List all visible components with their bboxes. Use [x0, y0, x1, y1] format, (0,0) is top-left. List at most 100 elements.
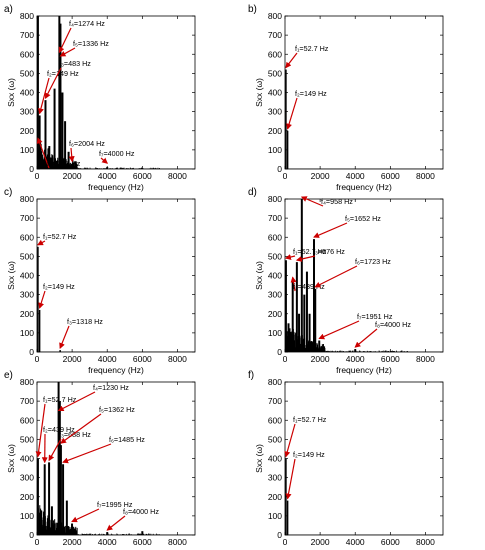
annotation-label: f₈=4000 Hz	[123, 507, 159, 516]
y-tick-label: 800	[268, 194, 282, 204]
annotation-label: f₂=149 Hz	[43, 282, 75, 291]
y-tick-label: 300	[268, 107, 282, 117]
y-tick-label: 400	[20, 88, 34, 98]
panel-label: d)	[248, 187, 257, 198]
x-axis-label: frequency (Hz)	[336, 182, 392, 192]
x-tick-label: 6000	[381, 354, 400, 364]
x-tick-label: 2000	[311, 171, 330, 181]
y-tick-label: 0	[277, 164, 282, 174]
y-axis-label: Sxx (ω)	[6, 444, 16, 473]
annotation-label: f₄=958 Hz	[321, 197, 353, 206]
annotation-label: f₂=149 Hz	[47, 69, 79, 78]
annotation-arrow	[314, 265, 358, 288]
y-tick-label: 200	[268, 492, 282, 502]
annotation-label: f₁=52.7 Hz	[43, 395, 77, 404]
y-tick-label: 500	[268, 434, 282, 444]
y-tick-label: 200	[20, 492, 34, 502]
y-tick-label: 0	[29, 530, 34, 540]
x-axis-label: frequency (Hz)	[88, 182, 144, 192]
y-tick-label: 700	[268, 30, 282, 40]
annotation-label: f₃=483 Hz	[59, 59, 91, 68]
annotation-label: f₅=1652 Hz	[345, 214, 381, 223]
x-tick-label: 0	[283, 354, 288, 364]
annotation-arrow	[44, 67, 62, 100]
annotation-label: f₁=52.7 Hz	[47, 159, 81, 168]
axes-frame	[36, 198, 196, 353]
annotation-arrow	[60, 413, 102, 444]
y-tick-label: 100	[268, 145, 282, 155]
annotation-label: f₈=4000 Hz	[375, 320, 411, 329]
y-tick-label: 400	[20, 454, 34, 464]
x-tick-label: 8000	[168, 537, 187, 547]
spectrum-series	[37, 16, 195, 169]
y-tick-label: 400	[268, 88, 282, 98]
annotation-arrow	[100, 157, 108, 164]
annotation-arrow	[36, 137, 50, 169]
annotation-arrow	[300, 196, 324, 207]
annotation-arrow	[35, 403, 46, 458]
y-tick-label: 400	[20, 271, 34, 281]
y-tick-label: 0	[29, 164, 34, 174]
y-tick-label: 800	[20, 377, 34, 387]
annotation-label: f₇=1951 Hz	[357, 312, 393, 321]
y-tick-label: 200	[20, 126, 34, 136]
x-tick-label: 4000	[346, 171, 365, 181]
x-tick-label: 4000	[98, 537, 117, 547]
x-tick-label: 8000	[416, 354, 435, 364]
y-axis-label: Sxx (ω)	[254, 444, 264, 473]
y-tick-label: 300	[268, 473, 282, 483]
y-tick-label: 100	[268, 511, 282, 521]
annotation-label: f₃=1318 Hz	[67, 317, 103, 326]
y-tick-label: 800	[20, 194, 34, 204]
x-tick-label: 8000	[416, 171, 435, 181]
annotation-arrow	[57, 391, 96, 412]
y-tick-label: 200	[268, 309, 282, 319]
x-tick-label: 8000	[416, 537, 435, 547]
y-tick-label: 600	[20, 49, 34, 59]
x-tick-label: 2000	[63, 171, 82, 181]
y-axis-label: Sxx (ω)	[6, 78, 16, 107]
annotation-label: f₆=1485 Hz	[109, 435, 145, 444]
x-axis-label: frequency (Hz)	[88, 548, 144, 550]
y-tick-label: 300	[20, 473, 34, 483]
x-tick-label: 8000	[168, 354, 187, 364]
spectrum-series	[285, 69, 443, 169]
y-tick-label: 500	[20, 68, 34, 78]
y-tick-label: 700	[20, 396, 34, 406]
annotation-arrow	[37, 77, 50, 115]
annotation-arrow	[284, 254, 296, 260]
y-tick-label: 100	[20, 145, 34, 155]
panel-label: f)	[248, 370, 254, 381]
y-axis-label: Sxx (ω)	[254, 78, 264, 107]
x-tick-label: 0	[35, 354, 40, 364]
annotation-arrow	[62, 443, 112, 464]
y-tick-label: 800	[268, 11, 282, 21]
annotation-arrow	[290, 276, 297, 292]
annotation-label: f₃=688 Hz	[59, 430, 91, 439]
y-tick-label: 600	[268, 415, 282, 425]
x-tick-label: 6000	[133, 537, 152, 547]
x-tick-label: 2000	[311, 354, 330, 364]
x-tick-label: 4000	[98, 171, 117, 181]
y-axis-label: Sxx (ω)	[6, 261, 16, 290]
annotation-label: f₂=149 Hz	[293, 450, 325, 459]
y-tick-label: 300	[268, 290, 282, 300]
y-tick-label: 700	[268, 396, 282, 406]
x-tick-label: 2000	[63, 537, 82, 547]
annotation-arrow	[284, 423, 296, 458]
y-tick-label: 800	[268, 377, 282, 387]
x-tick-label: 6000	[133, 354, 152, 364]
annotation-label: f₂=439 Hz	[293, 282, 325, 291]
x-axis-label: frequency (Hz)	[88, 365, 144, 375]
y-tick-label: 500	[268, 68, 282, 78]
annotation-arrow	[318, 320, 360, 340]
spectrum-series	[285, 199, 443, 352]
y-tick-label: 700	[20, 30, 34, 40]
x-tick-label: 0	[283, 537, 288, 547]
annotation-arrow	[285, 52, 298, 69]
y-tick-label: 600	[20, 415, 34, 425]
